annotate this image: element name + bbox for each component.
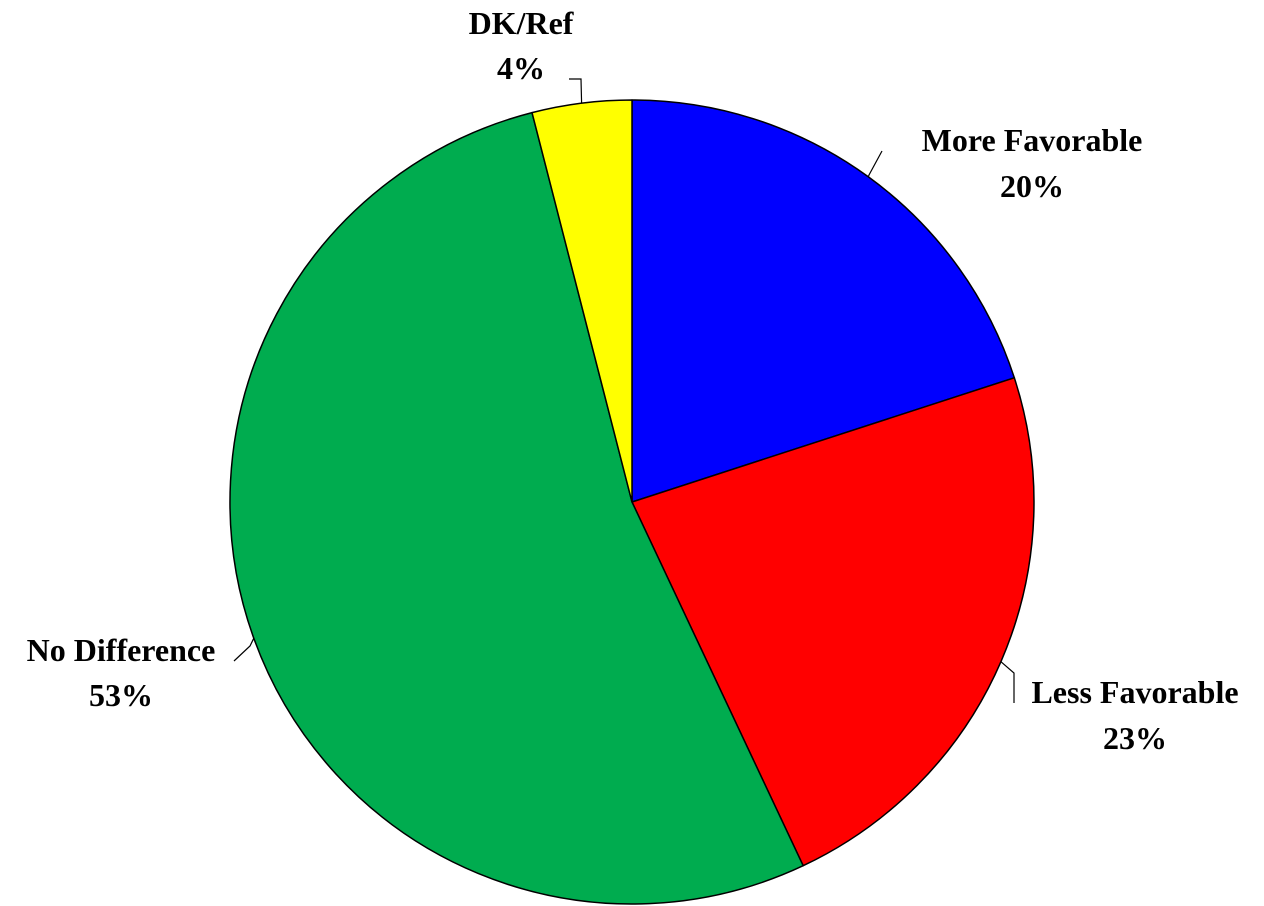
- pie-slices: [229, 99, 1035, 905]
- label-more-favorable-name: More Favorable: [922, 122, 1143, 158]
- label-no-difference-name: No Difference: [27, 632, 216, 668]
- pie-slice-dk-ref: [531, 99, 633, 503]
- pie-slice-less-favorable: [631, 377, 1035, 867]
- label-less-favorable-value: 23%: [1103, 720, 1167, 756]
- label-dk-ref-value: 4%: [497, 50, 545, 86]
- leader-lines: [233, 78, 1015, 703]
- label-no-difference-value: 53%: [89, 677, 153, 713]
- leader-line-no-difference: [233, 637, 255, 662]
- leader-line-less-favorable: [1000, 661, 1015, 703]
- leader-line-more-favorable: [867, 150, 883, 178]
- pie-slice-more-favorable: [631, 99, 1016, 503]
- pie-slice-no-difference: [229, 111, 804, 905]
- label-less-favorable-name: Less Favorable: [1031, 674, 1238, 710]
- label-dk-ref-name: DK/Ref: [469, 5, 574, 41]
- leader-line-dk-ref: [569, 78, 583, 104]
- label-more-favorable-value: 20%: [1000, 168, 1064, 204]
